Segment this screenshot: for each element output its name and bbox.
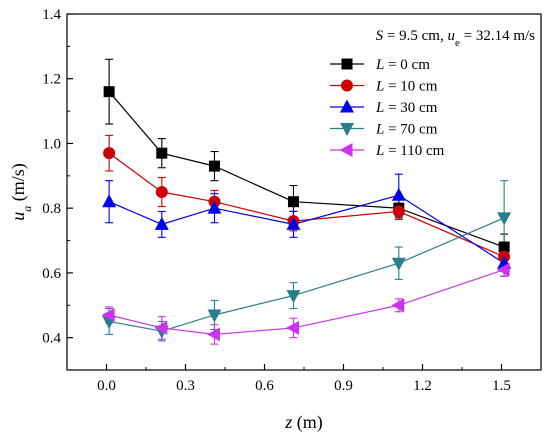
data-point <box>391 187 406 201</box>
data-point <box>286 290 301 304</box>
data-point <box>103 86 115 98</box>
series-lines <box>108 91 505 336</box>
legend-marker <box>340 123 354 136</box>
y-tick-label: 0.8 <box>42 201 61 217</box>
data-point <box>103 147 116 160</box>
data-point <box>101 307 115 322</box>
legend-label: L = 10 cm <box>375 79 438 95</box>
data-point <box>156 147 168 159</box>
data-point <box>285 320 299 335</box>
legend-entry: L = 30 cm <box>330 99 438 116</box>
data-point <box>392 205 405 218</box>
data-point <box>286 216 301 230</box>
x-tick-label: 0.3 <box>176 378 195 394</box>
legend-marker <box>339 143 353 157</box>
data-point <box>155 186 168 198</box>
annotation-text: S = 9.5 cm, ue = 32.14 m/s <box>376 28 535 49</box>
x-axis-title: z (m) <box>284 412 323 433</box>
data-point <box>498 241 510 253</box>
y-tick-label: 1.4 <box>42 7 61 23</box>
data-point <box>391 298 405 313</box>
axis-ticks: 0.0 0.3 0.6 0.9 1.2 1.5 0.4 0.6 0.8 1.0 1.2 1.4 <box>42 7 542 394</box>
series-line-2 <box>108 194 505 264</box>
y-axis-title: ua (m/s) <box>8 163 34 221</box>
y-tick-label: 1.0 <box>42 136 61 152</box>
x-tick-label: 1.5 <box>492 378 511 394</box>
legend-marker <box>341 79 353 92</box>
legend-marker <box>341 58 353 70</box>
x-tick-label: 0.9 <box>334 378 353 394</box>
series-line-3 <box>109 217 505 332</box>
data-point <box>391 257 406 271</box>
legend-marker <box>340 99 354 113</box>
legend-label: L = 70 cm <box>375 122 438 138</box>
legend-entry: L = 110 cm <box>330 143 445 159</box>
series-line-4 <box>108 269 505 336</box>
legend-entry: L = 0 cm <box>330 57 430 73</box>
data-point <box>496 262 510 277</box>
data-point <box>102 194 117 208</box>
plot-area <box>66 13 542 371</box>
data-point <box>497 212 512 226</box>
data-point <box>154 216 169 230</box>
y-tick-label: 1.2 <box>42 72 61 88</box>
x-tick-label: 1.2 <box>413 378 432 394</box>
x-tick-label: 0.0 <box>97 378 116 394</box>
y-tick-label: 0.4 <box>42 331 61 347</box>
legend: L = 0 cm L = 10 cm L = 30 cm L = 70 cm L = 1… <box>330 57 445 159</box>
series-line-0 <box>108 91 505 248</box>
legend-entry: L = 10 cm <box>330 79 438 95</box>
data-point <box>287 196 299 208</box>
series-line-1 <box>108 152 505 258</box>
legend-label: L = 0 cm <box>375 57 430 73</box>
series-markers <box>101 86 512 342</box>
data-point <box>207 200 222 214</box>
data-point <box>208 160 220 172</box>
data-point <box>207 309 222 323</box>
y-tick-label: 0.6 <box>42 266 61 282</box>
legend-label: L = 110 cm <box>375 143 445 159</box>
data-point <box>154 320 168 335</box>
x-tick-label: 0.6 <box>255 378 274 394</box>
legend-entry: L = 70 cm <box>330 122 438 138</box>
legend-label: L = 30 cm <box>375 100 438 116</box>
data-point <box>206 327 220 342</box>
